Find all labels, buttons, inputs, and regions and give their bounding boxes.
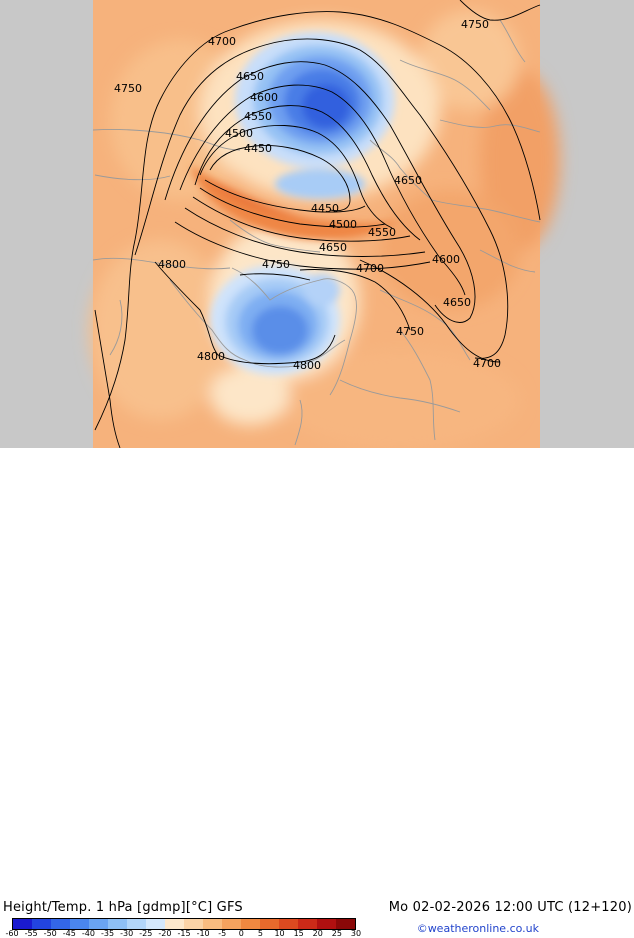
colorbar-tick-label: -5: [218, 929, 227, 938]
contour-label: 4450: [311, 202, 339, 215]
colorbar-swatch: [203, 919, 222, 929]
colorbar-swatch: [146, 919, 165, 929]
forecast-datetime: Mo 02-02-2026 12:00 UTC (12+120): [388, 900, 632, 915]
contour-label: 4800: [197, 350, 225, 363]
contour-label: 4650: [319, 241, 347, 254]
map-canvas: 4750 4700 4750 4650 4600 4550 4500 4450 4650 4450…: [0, 0, 634, 450]
colorbar-tick-label: -30: [120, 929, 134, 938]
colorbar-tick-label: 30: [350, 929, 362, 938]
contour-label: 4700: [473, 357, 501, 370]
colorbar-tick-label: -15: [177, 929, 191, 938]
contour-label: 4600: [432, 253, 460, 266]
credit-link[interactable]: ©weatheronline.co.uk: [416, 922, 539, 935]
colorbar-swatch: [184, 919, 203, 929]
contour-label: 4750: [396, 325, 424, 338]
colorbar-swatch: [89, 919, 108, 929]
colorbar-swatch: [51, 919, 70, 929]
contour-label: 4500: [225, 127, 253, 140]
colorbar-tick-label: -40: [81, 929, 95, 938]
colorbar-swatch: [70, 919, 89, 929]
colorbar-tick-label: -45: [62, 929, 76, 938]
contour-label: 4800: [158, 258, 186, 271]
colorbar-tick-label: 5: [257, 929, 263, 938]
contour-labels: 4750 4700 4750 4650 4600 4550 4500 4450 4650 4450…: [114, 18, 501, 372]
temperature-colorbar: [12, 918, 356, 930]
contour-label: 4550: [368, 226, 396, 239]
colorbar-swatch: [222, 919, 241, 929]
colorbar-tick-labels: -60 -55 -50 -45 -40 -35 -30 -25 -20 -15 -10 -5 0 5 10 1…: [5, 929, 361, 938]
contour-label: 4800: [293, 359, 321, 372]
colorbar-swatch: [165, 919, 184, 929]
weather-map: 4750 4700 4750 4650 4600 4550 4500 4450 4650 4450…: [0, 0, 634, 450]
colorbar-tick-label: 15: [293, 929, 304, 938]
colorbar-swatch: [127, 919, 146, 929]
contour-label: 4700: [356, 262, 384, 275]
contour-label: 4450: [244, 142, 272, 155]
colorbar-tick-label: 10: [274, 929, 285, 938]
colorbar-tick-label: 25: [331, 929, 342, 938]
temperature-field: [90, 0, 560, 450]
colorbar-tick-label: -50: [43, 929, 57, 938]
colorbar-tick-label: -20: [158, 929, 172, 938]
contour-label: 4550: [244, 110, 272, 123]
colorbar-swatch: [13, 919, 32, 929]
height-contours: [94, 0, 541, 449]
contour-label: 4750: [114, 82, 142, 95]
colorbar-tick-label: -60: [5, 929, 19, 938]
colorbar-swatch: [108, 919, 127, 929]
colorbar-swatch: [298, 919, 317, 929]
map-title: Height/Temp. 1 hPa [gdmp][°C] GFS: [3, 900, 243, 915]
colorbar-swatch: [317, 919, 336, 929]
contour-label: 4700: [208, 35, 236, 48]
contour-label: 4650: [443, 296, 471, 309]
colorbar-swatch: [32, 919, 51, 929]
colorbar-swatch: [336, 919, 355, 929]
colorbar-swatch: [260, 919, 279, 929]
colorbar-tick-label: -10: [196, 929, 210, 938]
contour-label: 4750: [461, 18, 489, 31]
colorbar-swatch: [241, 919, 260, 929]
contour-label: 4600: [250, 91, 278, 104]
colorbar-swatch: [279, 919, 298, 929]
colorbar-tick-label: 0: [238, 929, 244, 938]
coastlines: [92, 19, 541, 446]
contour-label: 4750: [262, 258, 290, 271]
contour-label: 4650: [236, 70, 264, 83]
map-footer: Height/Temp. 1 hPa [gdmp][°C] GFS Mo 02-…: [0, 448, 634, 938]
contour-label: 4500: [329, 218, 357, 231]
colorbar-tick-label: -55: [24, 929, 38, 938]
colorbar-tick-label: -35: [101, 929, 115, 938]
colorbar-tick-label: 20: [312, 929, 323, 938]
colorbar-tick-label: -25: [139, 929, 153, 938]
contour-label: 4650: [394, 174, 422, 187]
